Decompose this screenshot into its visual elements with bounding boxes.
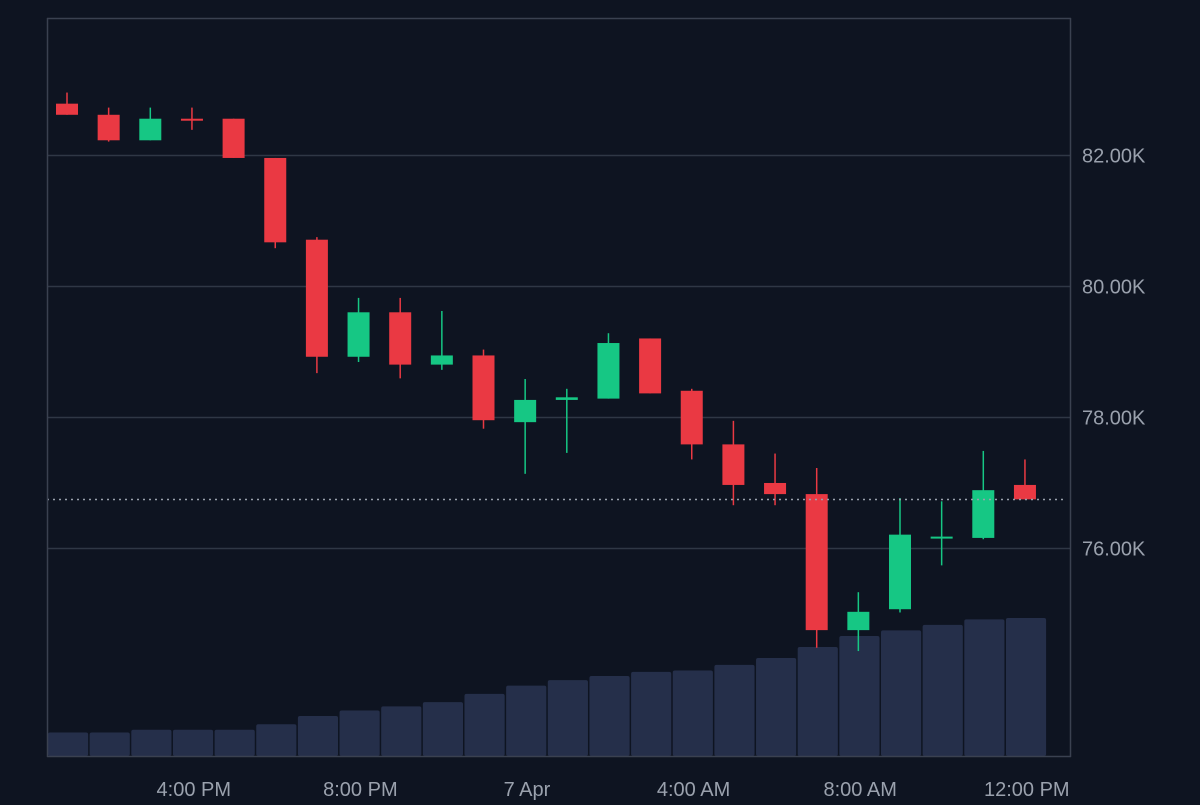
x-tick-label: 4:00 PM — [157, 779, 231, 800]
candle[interactable] — [472, 349, 495, 429]
volume-bar — [631, 671, 672, 756]
x-tick-label: 4:00 AM — [657, 779, 730, 800]
volume-bar — [172, 729, 214, 756]
x-tick-label: 7 Apr — [504, 779, 551, 800]
candle-body — [889, 534, 911, 610]
candle-body — [514, 399, 537, 423]
volume-bar — [422, 702, 463, 756]
candle-body — [222, 118, 245, 158]
candle[interactable] — [139, 107, 162, 141]
candle-body — [264, 157, 287, 243]
candle-body — [555, 397, 578, 400]
candle-body — [1013, 484, 1036, 500]
candle-body — [722, 444, 745, 485]
candle[interactable] — [222, 118, 245, 158]
candle[interactable] — [180, 107, 203, 130]
y-tick-label: 80.00K — [1082, 277, 1146, 299]
candle-body — [847, 611, 870, 631]
candle-body — [805, 494, 828, 631]
candle[interactable] — [805, 467, 828, 648]
candle[interactable] — [389, 297, 412, 379]
volume-bar — [464, 693, 505, 756]
volume-bar — [381, 706, 422, 756]
candle-body — [139, 118, 162, 141]
candle-body — [680, 390, 703, 445]
candle[interactable] — [680, 388, 703, 460]
candle[interactable] — [347, 297, 370, 362]
volume-bar — [214, 729, 255, 756]
candle-body — [180, 118, 203, 121]
volume-bars — [48, 618, 1047, 756]
volume-bar — [881, 630, 922, 756]
candle[interactable] — [430, 310, 453, 370]
y-tick-label: 76.00K — [1082, 539, 1146, 561]
volume-bar — [714, 664, 755, 756]
volume-bar — [297, 715, 339, 756]
grid-lines — [47, 154, 1071, 550]
candle-body — [930, 536, 953, 539]
candle[interactable] — [56, 92, 78, 115]
candle-body — [764, 482, 787, 495]
candle[interactable] — [264, 157, 287, 249]
volume-bar — [672, 670, 713, 756]
x-tick-label: 12:00 PM — [984, 779, 1070, 800]
candle[interactable] — [847, 592, 870, 652]
x-tick-label: 8:00 PM — [323, 779, 397, 800]
candles — [56, 92, 1036, 652]
candle-body — [97, 114, 120, 141]
candle-body — [472, 355, 495, 421]
candle-body — [347, 312, 370, 357]
volume-bar — [756, 658, 797, 756]
volume-bar — [797, 646, 838, 756]
candle-body — [56, 103, 78, 115]
volume-bar — [506, 685, 547, 756]
x-tick-label: 8:00 AM — [823, 779, 896, 800]
volume-bar — [339, 710, 380, 756]
y-tick-label: 78.00K — [1082, 408, 1146, 430]
candle[interactable] — [514, 378, 537, 474]
volume-bar — [48, 732, 89, 756]
candle-body — [430, 355, 453, 365]
y-axis: 82.00K 80.00K 78.00K 76.00K — [1082, 146, 1146, 561]
candle[interactable] — [305, 237, 328, 374]
candle[interactable] — [972, 450, 995, 540]
candle[interactable] — [722, 420, 745, 506]
candle[interactable] — [597, 333, 620, 399]
candle[interactable] — [764, 453, 787, 506]
volume-bar — [256, 724, 297, 756]
plot-frame — [46, 17, 1072, 758]
volume-bar — [131, 729, 172, 756]
volume-bar — [589, 675, 630, 756]
candle[interactable] — [1013, 459, 1036, 500]
y-tick-label: 82.00K — [1082, 146, 1146, 168]
volume-bar — [922, 624, 963, 756]
candle[interactable] — [930, 501, 953, 566]
candle[interactable] — [97, 107, 120, 142]
candle-body — [639, 338, 662, 394]
x-axis: 4:00 PM 8:00 PM 7 Apr 4:00 AM 8:00 AM 12:00 P… — [157, 779, 1070, 801]
candle-body — [305, 239, 328, 357]
candle[interactable] — [889, 498, 911, 613]
candle[interactable] — [639, 338, 662, 394]
candle-body — [597, 343, 620, 399]
volume-bar — [964, 619, 1005, 756]
volume-bar — [547, 680, 588, 756]
candle[interactable] — [555, 388, 578, 453]
candle-body — [389, 312, 412, 365]
volume-bar — [1005, 618, 1047, 756]
volume-bar — [839, 635, 880, 756]
candle-body — [972, 490, 995, 538]
volume-bar — [89, 732, 130, 756]
